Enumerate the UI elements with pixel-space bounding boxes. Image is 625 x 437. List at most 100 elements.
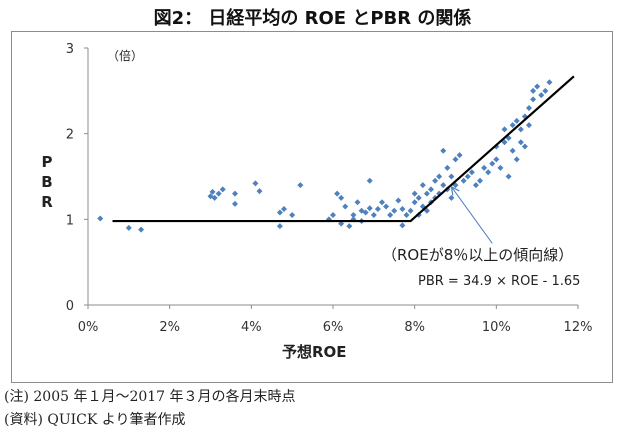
y-tick-label: 0 [66,299,74,314]
data-point [415,194,422,201]
data-point [456,152,463,159]
data-point [477,177,483,184]
data-point [419,182,426,189]
trend-line [112,75,575,223]
data-point [138,226,145,233]
data-point [440,147,447,154]
x-tick-label: 2% [159,320,180,335]
data-point [354,199,361,206]
data-point [342,203,349,210]
data-point [546,79,553,86]
data-point [289,212,296,219]
data-point [407,207,414,214]
chart-frame [11,31,613,383]
data-point [399,222,406,229]
footnote: (注) 2005 年１月～2017 年３月の各月末時点 [4,389,296,405]
data-point [387,212,394,219]
data-point [436,173,443,180]
data-point [411,190,418,197]
data-point [501,126,508,133]
data-point [521,143,528,150]
data-point [517,126,524,133]
y-axis-label-char: R [41,193,53,211]
trendline-annotation: （ROEが8％以上の傾向線） [382,246,574,264]
data-point [374,206,381,213]
data-point [428,186,434,193]
data-point [444,164,451,171]
data-point [513,117,520,124]
y-unit-label: （倍） [107,49,144,63]
data-point [219,186,226,193]
x-tick-label: 0% [78,320,99,335]
data-point [209,188,216,195]
data-point [448,173,455,180]
data-point [505,173,512,180]
y-tick-label: 2 [66,128,74,143]
y-axis-label-char: P [41,153,53,171]
data-point [334,190,341,197]
data-point [350,212,357,219]
data-point [403,212,410,219]
data-point [252,180,259,187]
y-axis-label: P B R [37,152,57,212]
x-tick-label: 4% [241,320,262,335]
x-tick-label: 8% [404,320,425,335]
data-point [256,188,263,195]
data-point [399,206,406,213]
data-point [538,92,545,99]
data-point [366,177,373,184]
data-point [232,190,238,197]
data-point [330,212,336,219]
data-point [395,197,402,204]
data-point [125,224,132,231]
chart-title: 図2： 日経平均の ROE とPBR の関係 [153,8,472,29]
annotation-arrow [451,187,493,244]
data-point [383,203,390,210]
data-point [489,160,496,167]
data-point [370,212,377,219]
data-point [346,223,353,230]
data-point [460,177,467,184]
data-point [481,164,488,171]
data-point [276,223,283,230]
data-point [497,164,504,171]
data-point [526,104,532,111]
x-tick-label: 12% [564,320,593,335]
y-tick-label: 1 [66,213,74,228]
data-point [530,87,537,94]
data-point [281,206,287,213]
data-point [530,96,537,103]
data-point [232,200,238,207]
data-point [211,194,218,201]
data-point [509,122,516,129]
data-point [432,177,439,184]
x-axis-label: 予想ROE [282,343,347,361]
data-point [276,209,283,216]
data-point [472,182,479,189]
data-point [297,182,304,189]
y-axis-label-char: B [41,173,53,191]
data-point [517,139,524,146]
data-point [526,122,532,129]
data-point [366,205,373,212]
data-point [423,190,430,197]
x-tick-label: 6% [323,320,344,335]
data-point [411,199,418,206]
data-point [452,156,459,163]
data-point [338,194,345,201]
source-note: (資料) QUICK より筆者作成 [4,412,186,428]
data-point [501,139,508,146]
data-point [485,169,492,176]
data-point [379,199,385,206]
data-point [97,215,104,222]
data-point [513,156,520,163]
x-tick-label: 10% [482,320,511,335]
data-point [509,147,516,154]
data-point [215,190,222,197]
data-point [534,83,541,90]
data-point [362,209,369,216]
data-point [464,173,471,180]
data-point [468,169,475,176]
trendline-formula: PBR = 34.9 × ROE - 1.65 [418,274,581,289]
